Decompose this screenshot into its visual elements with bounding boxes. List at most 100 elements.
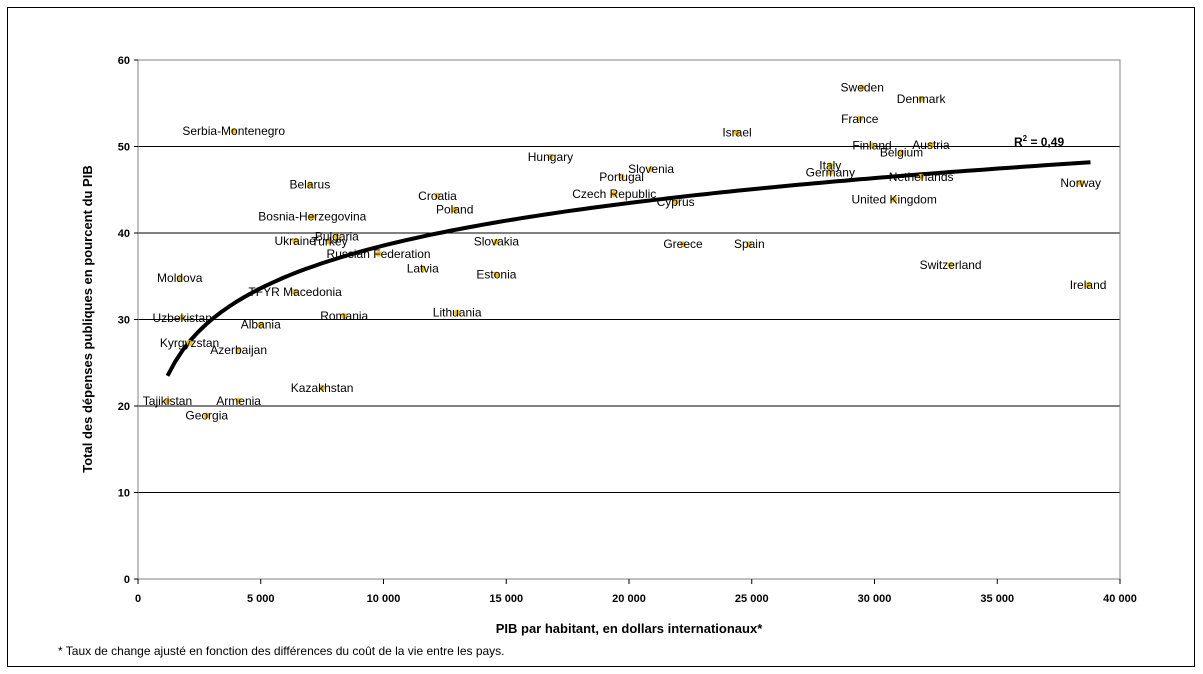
x-tick-label: 35 000 bbox=[980, 593, 1014, 605]
data-label: Serbia-Montenegro bbox=[182, 124, 285, 138]
gridlines bbox=[138, 146, 1120, 493]
data-point bbox=[648, 165, 655, 172]
x-tick-label: 5 000 bbox=[247, 593, 275, 605]
data-point bbox=[341, 313, 348, 320]
y-axis-ticks: 0 10 20 30 40 50 60 bbox=[118, 55, 138, 586]
data-label: Azerbaijan bbox=[210, 343, 267, 357]
x-axis-label: PIB par habitant, en dollars internation… bbox=[496, 621, 763, 636]
data-label: Estonia bbox=[476, 268, 516, 282]
data-point bbox=[306, 181, 313, 188]
data-point bbox=[326, 238, 333, 245]
data-point bbox=[203, 412, 210, 419]
x-tick-label: 0 bbox=[135, 593, 141, 605]
data-point bbox=[680, 241, 687, 248]
data-label: Italy bbox=[819, 159, 841, 173]
data-label: Moldova bbox=[157, 271, 203, 285]
y-tick-label: 0 bbox=[124, 574, 130, 586]
data-label: Bulgaria bbox=[315, 229, 359, 243]
data-label: Israel bbox=[722, 126, 751, 140]
x-tick-label: 10 000 bbox=[367, 593, 401, 605]
data-point bbox=[547, 153, 554, 160]
r-squared-label: R2 = 0,49 bbox=[1014, 134, 1064, 149]
data-point bbox=[434, 192, 441, 199]
data-label: Bosnia-Herzegovina bbox=[258, 210, 366, 224]
x-tick-label: 25 000 bbox=[735, 593, 769, 605]
data-label: Finland bbox=[852, 139, 891, 153]
data-label: Russian Federation bbox=[327, 247, 431, 261]
data-label: France bbox=[841, 112, 879, 126]
footnote: * Taux de change ajusté en fonction des … bbox=[58, 644, 505, 658]
data-label: Slovakia bbox=[474, 235, 520, 249]
data-label: Spain bbox=[734, 237, 765, 251]
data-point bbox=[333, 233, 340, 240]
data-label: Cyprus bbox=[657, 195, 695, 209]
data-label: Norway bbox=[1060, 176, 1101, 190]
data-label: Belarus bbox=[290, 178, 331, 192]
data-point bbox=[1085, 281, 1092, 288]
data-point bbox=[319, 384, 326, 391]
data-point bbox=[898, 149, 905, 156]
y-tick-label: 20 bbox=[118, 401, 130, 413]
data-point bbox=[827, 162, 834, 169]
scatter-chart: 0 10 20 30 40 50 60 0 5 000 10 000 15 000 20 000 25… bbox=[80, 55, 1137, 636]
x-tick-label: 20 000 bbox=[612, 593, 646, 605]
y-tick-label: 60 bbox=[118, 55, 130, 67]
data-label: Armenia bbox=[216, 394, 261, 408]
data-points bbox=[164, 84, 1092, 419]
data-label: Tajikistan bbox=[143, 394, 192, 408]
data-point bbox=[309, 213, 316, 220]
trendline bbox=[165, 160, 1091, 377]
data-label: Portugal bbox=[599, 170, 644, 184]
data-point bbox=[375, 250, 382, 257]
x-axis-ticks: 0 5 000 10 000 15 000 20 000 25 000 30 000 35 0… bbox=[135, 579, 1137, 605]
data-point bbox=[947, 262, 954, 269]
data-point bbox=[493, 271, 500, 278]
data-label: Ukraine bbox=[274, 234, 316, 248]
data-point bbox=[179, 314, 186, 321]
data-point bbox=[927, 141, 934, 148]
data-point bbox=[257, 321, 264, 328]
data-point bbox=[918, 95, 925, 102]
r2-superscript: 2 bbox=[1023, 134, 1028, 143]
data-point bbox=[230, 127, 237, 134]
data-label: Turkey bbox=[311, 235, 347, 249]
data-label: Croatia bbox=[418, 189, 457, 203]
y-tick-label: 30 bbox=[118, 315, 130, 327]
data-point bbox=[734, 129, 741, 136]
y-axis-label: Total des dépenses publiques en pourcent… bbox=[80, 165, 95, 472]
x-tick-label: 40 000 bbox=[1103, 593, 1137, 605]
data-point bbox=[891, 196, 898, 203]
data-label: Germany bbox=[806, 165, 855, 179]
data-point bbox=[454, 309, 461, 316]
y-tick-label: 50 bbox=[118, 142, 130, 154]
data-point bbox=[292, 288, 299, 295]
data-label: Latvia bbox=[407, 261, 439, 275]
data-label: Poland bbox=[436, 203, 473, 217]
data-label: Denmark bbox=[897, 92, 947, 106]
data-label: Belgium bbox=[880, 146, 923, 160]
data-point bbox=[611, 191, 618, 198]
data-point bbox=[856, 115, 863, 122]
data-label: Kyrgyzstan bbox=[160, 336, 219, 350]
data-point bbox=[1077, 179, 1084, 186]
data-point bbox=[869, 142, 876, 149]
data-label: Sweden bbox=[841, 81, 884, 95]
data-point bbox=[292, 237, 299, 244]
data-point bbox=[493, 238, 500, 245]
x-tick-label: 15 000 bbox=[489, 593, 523, 605]
data-point bbox=[164, 397, 171, 404]
data-label: TFYR Macedonia bbox=[248, 285, 342, 299]
data-labels: Sweden Denmark France Israel Serbia-Monteneg… bbox=[143, 81, 1107, 423]
data-label: Netherlands bbox=[889, 170, 954, 184]
data-label: Switzerland bbox=[920, 258, 982, 272]
r2-value: = 0,49 bbox=[1027, 135, 1064, 149]
data-label: Albania bbox=[241, 318, 281, 332]
data-label: Uzbekistan bbox=[153, 311, 212, 325]
data-label: Hungary bbox=[528, 150, 573, 164]
data-label: United Kingdom bbox=[851, 192, 936, 206]
data-point bbox=[186, 339, 193, 346]
data-point bbox=[451, 206, 458, 213]
data-point bbox=[176, 274, 183, 281]
data-label: Kazakhstan bbox=[291, 381, 354, 395]
data-point bbox=[419, 265, 426, 272]
